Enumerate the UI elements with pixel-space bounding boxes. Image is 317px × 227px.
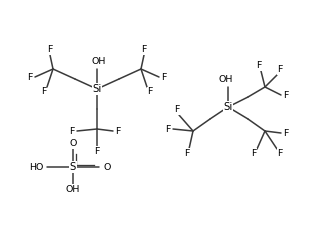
- Text: O: O: [69, 140, 77, 148]
- Text: F: F: [277, 66, 283, 74]
- Text: F: F: [184, 148, 190, 158]
- Text: HO: HO: [29, 163, 43, 172]
- Text: F: F: [27, 72, 33, 81]
- Text: F: F: [147, 87, 153, 96]
- Text: F: F: [69, 126, 75, 136]
- Text: S: S: [70, 162, 76, 172]
- Text: F: F: [47, 45, 53, 54]
- Text: OH: OH: [219, 74, 233, 84]
- Text: F: F: [283, 91, 289, 99]
- Text: F: F: [251, 148, 257, 158]
- Text: Si: Si: [223, 102, 233, 112]
- Text: F: F: [141, 45, 147, 54]
- Text: OH: OH: [92, 57, 106, 66]
- Text: F: F: [165, 124, 171, 133]
- Text: Si: Si: [92, 84, 102, 94]
- Text: OH: OH: [66, 185, 80, 193]
- Text: F: F: [94, 146, 100, 155]
- Text: F: F: [283, 128, 289, 138]
- Text: F: F: [277, 148, 283, 158]
- Text: F: F: [174, 106, 180, 114]
- Text: F: F: [41, 87, 47, 96]
- Text: F: F: [256, 62, 262, 71]
- Text: O: O: [104, 163, 111, 172]
- Text: F: F: [161, 72, 167, 81]
- Text: F: F: [115, 126, 121, 136]
